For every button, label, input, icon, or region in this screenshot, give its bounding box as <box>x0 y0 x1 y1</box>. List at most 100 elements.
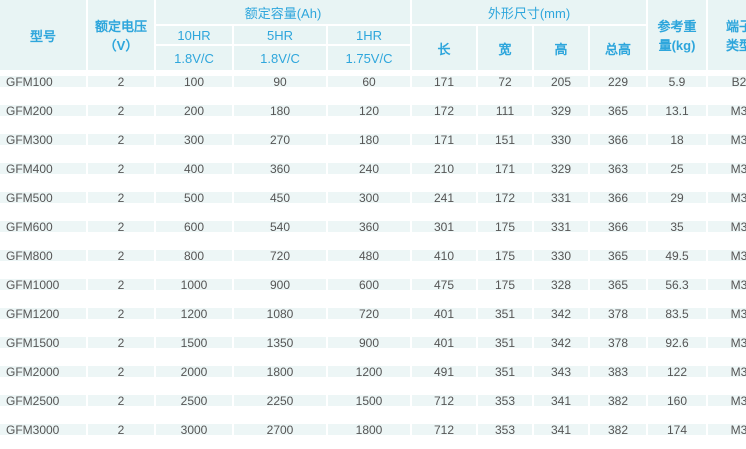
table-cell: 240 <box>328 159 410 186</box>
table-row: GFM100 2 100 90 60 171 72 205 229 5.9 B2 <box>0 72 746 99</box>
table-row: GFM200 2 200 180 120 172 111 329 365 13.1 M3 <box>0 101 746 128</box>
table-row: GFM400 2 400 360 240 210 171 329 363 25 M3 <box>0 159 746 186</box>
table-cell: 270 <box>234 130 326 157</box>
table-cell: GFM3000 <box>0 420 86 447</box>
table-cell: 160 <box>648 391 707 418</box>
header-5hr-voltage: 1.8V/C <box>234 46 326 70</box>
table-cell: 1350 <box>234 333 326 360</box>
table-cell: M3 <box>708 333 746 360</box>
table-cell: GFM800 <box>0 246 86 273</box>
table-cell: M3 <box>708 246 746 273</box>
table-cell: M3 <box>708 159 746 186</box>
header-10hr: 10HR <box>156 26 232 44</box>
table-cell: 2500 <box>156 391 232 418</box>
table-cell: 175 <box>478 275 532 302</box>
table-cell: 383 <box>590 362 647 389</box>
table-cell: 2 <box>88 188 154 215</box>
table-cell: 172 <box>478 188 532 215</box>
table-row: GFM1500 2 1500 1350 900 401 351 342 378 92.6 M3 <box>0 333 746 360</box>
table-row: GFM3000 2 3000 2700 1800 712 353 341 382 174 M3 <box>0 420 746 447</box>
table-cell: 720 <box>328 304 410 331</box>
table-cell: M3 <box>708 391 746 418</box>
header-1hr-voltage: 1.75V/C <box>328 46 410 70</box>
table-cell: 382 <box>590 391 647 418</box>
table-cell: 49.5 <box>648 246 707 273</box>
table-cell: 241 <box>412 188 476 215</box>
table-row: GFM2500 2 2500 2250 1500 712 353 341 382 160 M3 <box>0 391 746 418</box>
table-cell: 2 <box>88 246 154 273</box>
table-cell: 712 <box>412 420 476 447</box>
table-cell: 175 <box>478 217 532 244</box>
table-cell: 13.1 <box>648 101 707 128</box>
header-weight: 参考重量(kg) <box>648 0 707 70</box>
table-cell: 342 <box>534 333 588 360</box>
table-cell: 205 <box>534 72 588 99</box>
table-cell: GFM1500 <box>0 333 86 360</box>
table-cell: 712 <box>412 391 476 418</box>
table-cell: 2 <box>88 101 154 128</box>
table-cell: 1200 <box>328 362 410 389</box>
table-cell: 720 <box>234 246 326 273</box>
table-cell: 2 <box>88 72 154 99</box>
table-cell: GFM2000 <box>0 362 86 389</box>
table-row: GFM500 2 500 450 300 241 172 331 366 29 M3 <box>0 188 746 215</box>
table-cell: 365 <box>590 101 647 128</box>
table-cell: 329 <box>534 101 588 128</box>
table-cell: 2000 <box>156 362 232 389</box>
table-cell: M3 <box>708 304 746 331</box>
table-cell: 25 <box>648 159 707 186</box>
table-cell: 171 <box>412 72 476 99</box>
table-cell: 365 <box>590 275 647 302</box>
table-cell: GFM500 <box>0 188 86 215</box>
table-cell: 2 <box>88 304 154 331</box>
table-cell: 122 <box>648 362 707 389</box>
table-cell: M3 <box>708 101 746 128</box>
table-cell: 351 <box>478 304 532 331</box>
table-row: GFM1000 2 1000 900 600 475 175 328 365 56.3 M3 <box>0 275 746 302</box>
table-cell: 172 <box>412 101 476 128</box>
table-cell: 342 <box>534 304 588 331</box>
table-cell: 341 <box>534 391 588 418</box>
table-cell: 2 <box>88 159 154 186</box>
table-cell: 18 <box>648 130 707 157</box>
table-cell: 410 <box>412 246 476 273</box>
table-cell: GFM2500 <box>0 391 86 418</box>
table-cell: 330 <box>534 246 588 273</box>
table-cell: 1500 <box>156 333 232 360</box>
table-cell: 360 <box>328 217 410 244</box>
table-cell: B2 <box>708 72 746 99</box>
table-cell: 400 <box>156 159 232 186</box>
header-1hr: 1HR <box>328 26 410 44</box>
table-cell: GFM400 <box>0 159 86 186</box>
table-cell: 331 <box>534 217 588 244</box>
table-cell: 1800 <box>328 420 410 447</box>
table-cell: 60 <box>328 72 410 99</box>
header-terminal: 端子类型 <box>708 0 746 70</box>
table-cell: GFM600 <box>0 217 86 244</box>
table-cell: 3000 <box>156 420 232 447</box>
table-cell: 500 <box>156 188 232 215</box>
table-cell: 210 <box>412 159 476 186</box>
table-cell: 300 <box>156 130 232 157</box>
table-cell: 401 <box>412 333 476 360</box>
header-5hr: 5HR <box>234 26 326 44</box>
header-capacity: 额定容量(Ah) <box>156 0 410 24</box>
table-row: GFM300 2 300 270 180 171 151 330 366 18 M3 <box>0 130 746 157</box>
table-cell: 330 <box>534 130 588 157</box>
table-row: GFM600 2 600 540 360 301 175 331 366 35 M3 <box>0 217 746 244</box>
table-cell: 174 <box>648 420 707 447</box>
table-cell: 229 <box>590 72 647 99</box>
table-cell: 800 <box>156 246 232 273</box>
table-cell: 180 <box>234 101 326 128</box>
table-row: GFM1200 2 1200 1080 720 401 351 342 378 83.5 M3 <box>0 304 746 331</box>
table-cell: 351 <box>478 333 532 360</box>
table-cell: 540 <box>234 217 326 244</box>
table-cell: GFM100 <box>0 72 86 99</box>
table-cell: GFM300 <box>0 130 86 157</box>
table-cell: 331 <box>534 188 588 215</box>
table-cell: 175 <box>478 246 532 273</box>
header-total-height: 总高 <box>590 26 647 70</box>
table-cell: 353 <box>478 420 532 447</box>
table-cell: 900 <box>234 275 326 302</box>
table-cell: GFM1000 <box>0 275 86 302</box>
